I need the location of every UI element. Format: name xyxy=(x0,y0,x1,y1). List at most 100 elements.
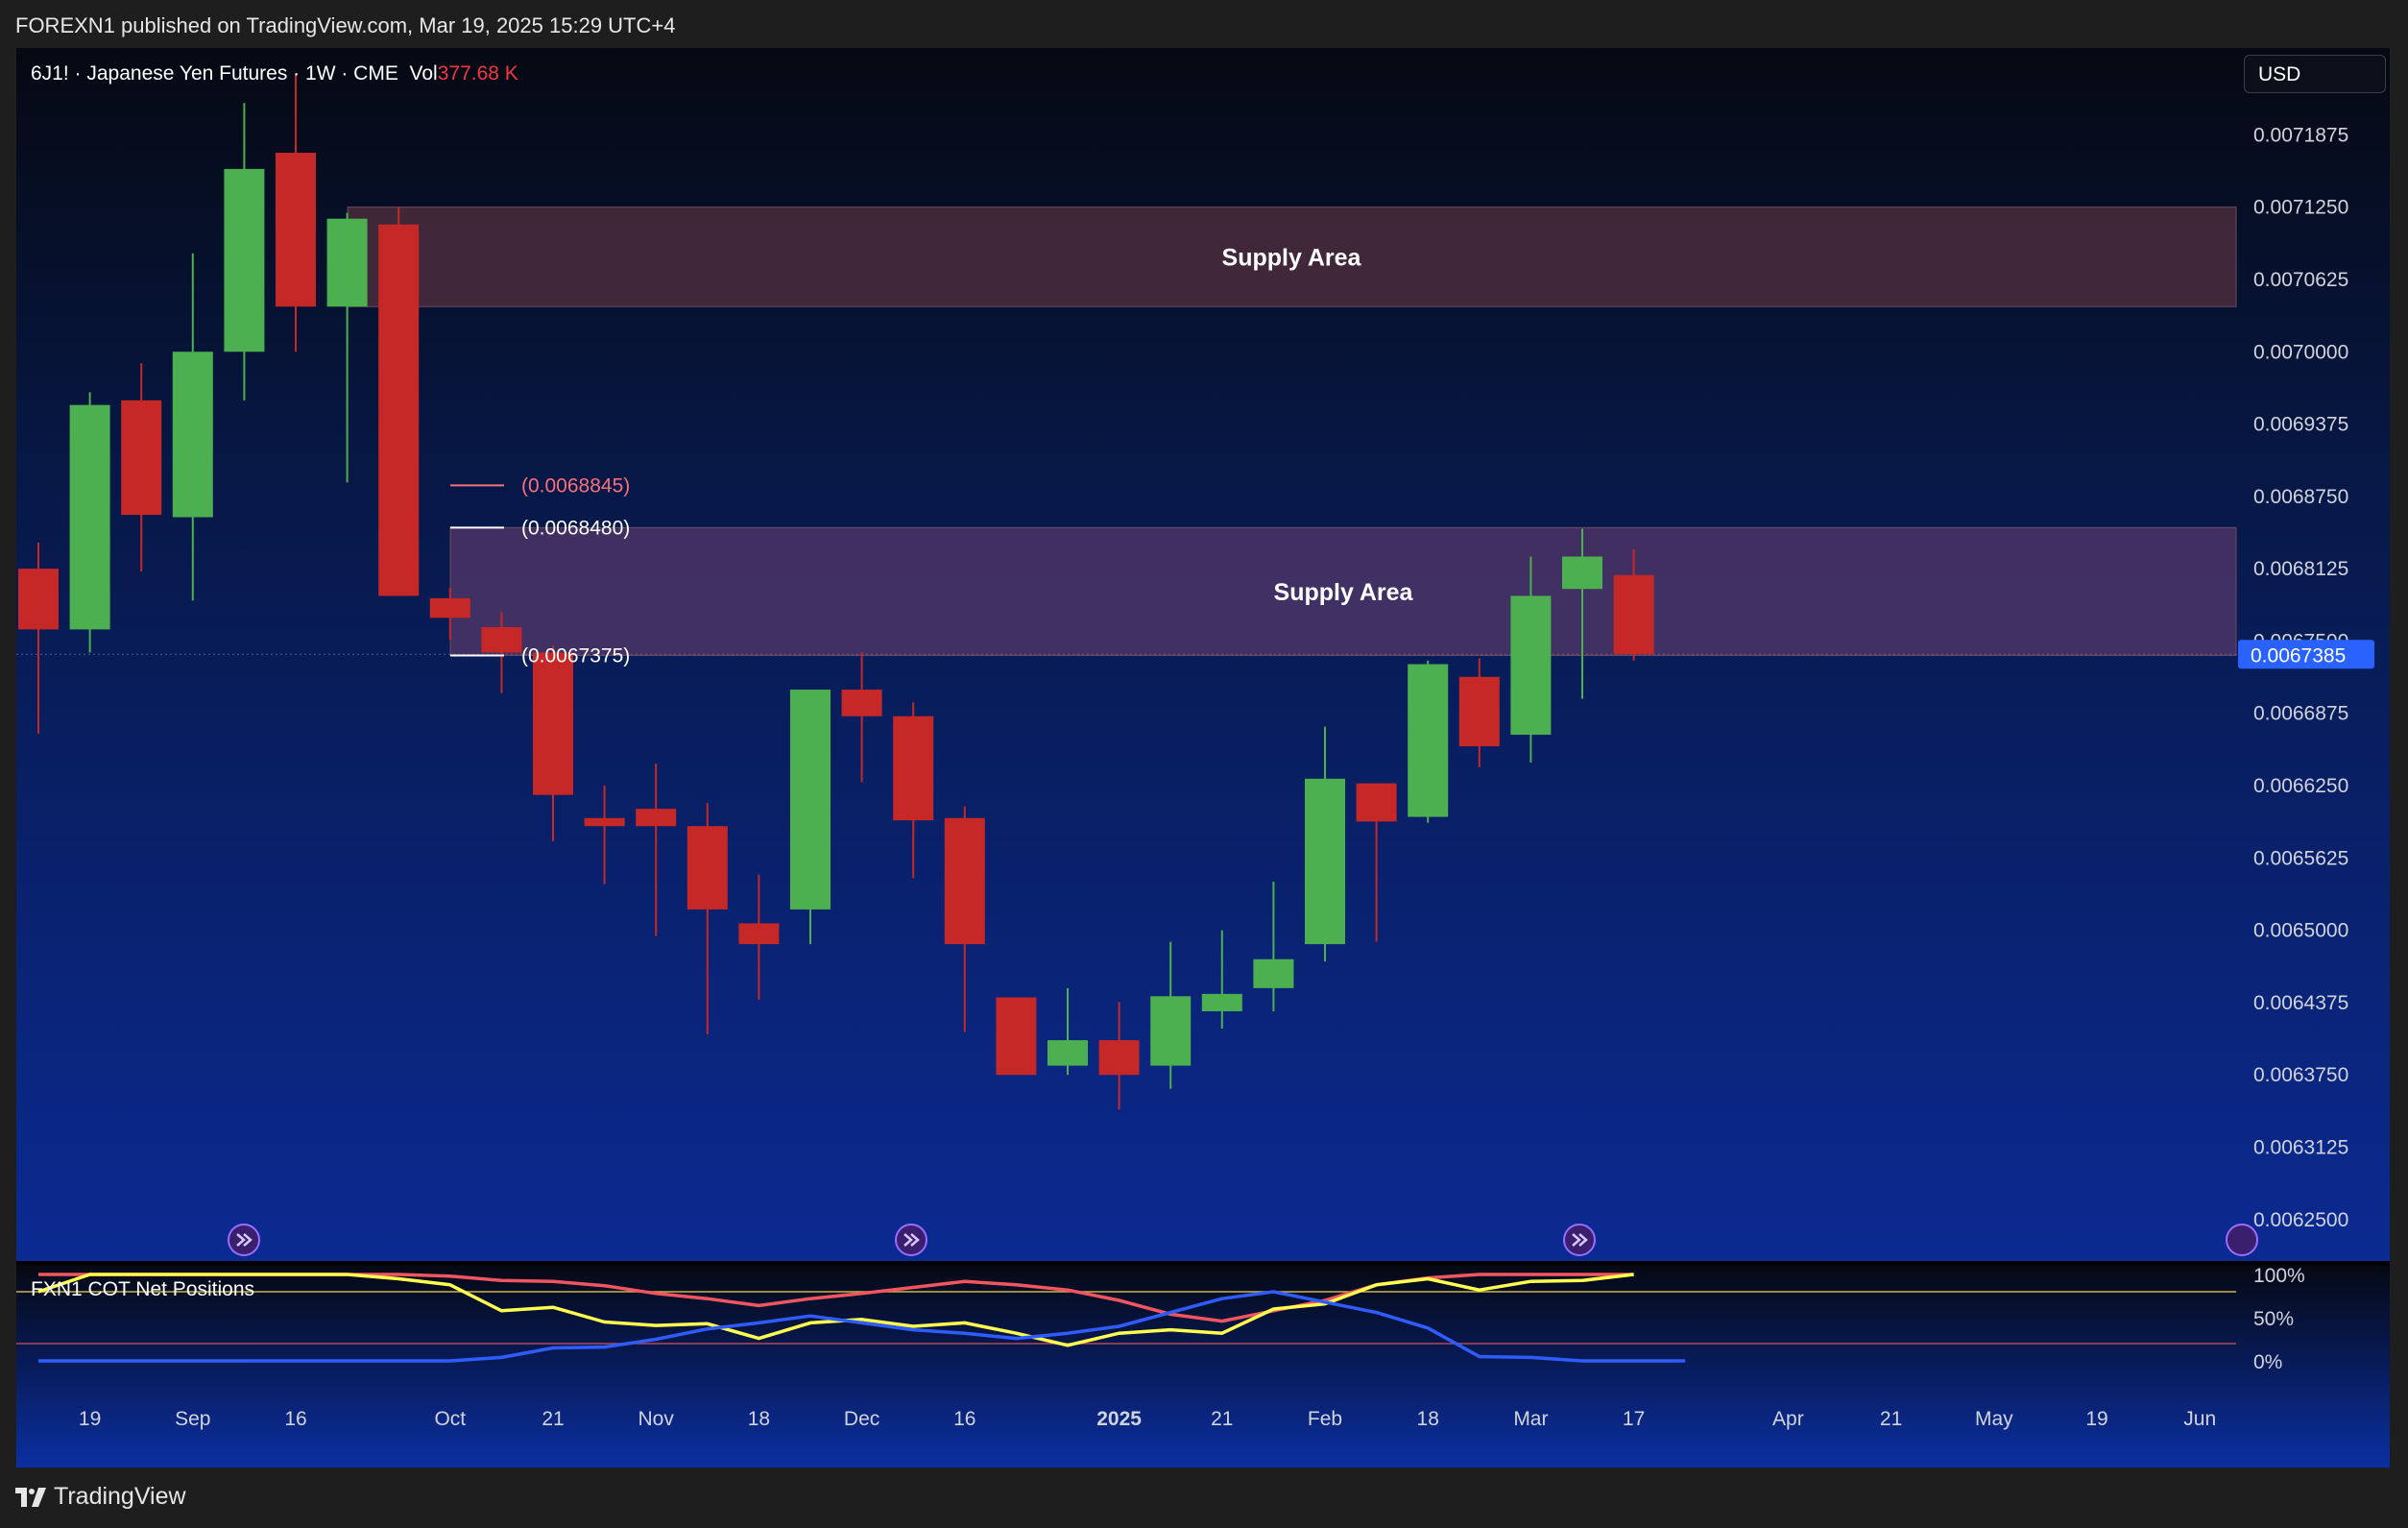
brand-name: TradingView xyxy=(54,1483,186,1510)
candle-body xyxy=(1047,1040,1088,1066)
candle-body xyxy=(790,690,831,910)
time-tick: Dec xyxy=(844,1408,879,1430)
price-tick: 0.0068125 xyxy=(2253,558,2348,580)
time-tick: 19 xyxy=(79,1408,101,1430)
price-tick: 0.0069375 xyxy=(2253,414,2348,436)
candle-body xyxy=(944,817,985,945)
event-marker-arrow xyxy=(903,1233,920,1247)
indicator-label[interactable]: FXN1 COT Net Positions xyxy=(31,1278,255,1300)
level-label: (0.0067375) xyxy=(521,645,630,667)
time-tick: May xyxy=(1975,1408,2013,1430)
price-tick: 0.0062500 xyxy=(2253,1209,2348,1231)
time-tick: Apr xyxy=(1772,1408,1804,1430)
publisher-bar: FOREXN1 published on TradingView.com, Ma… xyxy=(0,0,2408,48)
level-label: (0.0068845) xyxy=(521,474,630,497)
price-tick: 0.0065625 xyxy=(2253,847,2348,869)
price-tick: 0.0065000 xyxy=(2253,920,2348,942)
candle-body xyxy=(1098,1040,1140,1076)
candle-body xyxy=(1356,783,1397,822)
candle-body xyxy=(224,168,265,352)
symbol-title: 6J1! · Japanese Yen Futures · 1W · CME xyxy=(31,62,398,85)
indicator-tick: 50% xyxy=(2253,1308,2294,1330)
event-marker-icon xyxy=(1563,1224,1596,1256)
event-marker-icon xyxy=(228,1224,260,1256)
publisher-text: FOREXN1 published on TradingView.com, Ma… xyxy=(15,13,676,37)
time-tick: 19 xyxy=(2085,1408,2107,1430)
last-price-badge xyxy=(2238,640,2374,669)
candle-body xyxy=(172,352,213,518)
footer-bar: TradingView xyxy=(0,1467,2408,1528)
candle-body xyxy=(1253,958,1294,988)
supply-zone xyxy=(347,206,2237,307)
candle-body xyxy=(1562,556,1602,590)
time-tick: 16 xyxy=(284,1408,306,1430)
indicator-pane-background xyxy=(16,1263,2390,1467)
candle-body xyxy=(636,809,677,827)
time-tick: 21 xyxy=(1880,1408,1902,1430)
chart-area[interactable]: Supply Area Supply Area (0.0068845) (0.0068… xyxy=(16,48,2390,1467)
price-tick: 0.0066250 xyxy=(2253,775,2348,797)
candle-body xyxy=(1613,574,1654,655)
candle-body xyxy=(1305,778,1345,945)
time-tick: Mar xyxy=(1513,1408,1548,1430)
supply-zone xyxy=(449,526,2237,656)
candle-body xyxy=(533,652,573,795)
candle-body xyxy=(1150,996,1192,1066)
event-marker-icon xyxy=(895,1224,927,1256)
last-price-text: 0.0067385 xyxy=(2251,644,2346,667)
price-tick: 0.0070000 xyxy=(2253,341,2348,363)
time-tick: 21 xyxy=(1211,1408,1233,1430)
event-marker-arrow xyxy=(236,1233,253,1247)
indicator-tick: 100% xyxy=(2253,1265,2305,1287)
candle-body xyxy=(893,715,934,821)
candle-body xyxy=(1201,993,1242,1011)
time-tick: Jun xyxy=(2183,1408,2216,1430)
candle-body xyxy=(18,569,59,630)
time-tick: 16 xyxy=(953,1408,975,1430)
candle-body xyxy=(1408,664,1449,817)
indicator-tick: 0% xyxy=(2253,1351,2282,1373)
candle-body xyxy=(378,224,420,596)
pane-separator xyxy=(16,1261,2390,1266)
candle-body xyxy=(1458,676,1500,747)
time-tick: Oct xyxy=(434,1408,466,1430)
cot-series-line xyxy=(38,1290,1686,1363)
candle-body xyxy=(326,218,368,307)
time-tick: 21 xyxy=(542,1408,564,1430)
time-tick: 17 xyxy=(1623,1408,1645,1430)
price-tick: 0.0071250 xyxy=(2253,197,2348,219)
time-tick: Nov xyxy=(638,1408,675,1430)
candle-body xyxy=(69,404,110,630)
time-tick: 2025 xyxy=(1096,1408,1142,1430)
time-tick: Feb xyxy=(1308,1408,1342,1430)
candle-body xyxy=(1510,595,1552,736)
volume-label: Vol xyxy=(409,62,438,85)
price-tick: 0.0066875 xyxy=(2253,703,2348,725)
supply-zone-label: Supply Area xyxy=(1274,579,1414,606)
price-tick: 0.0068750 xyxy=(2253,486,2348,508)
time-tick: Sep xyxy=(175,1408,210,1430)
price-tick: 0.0064375 xyxy=(2253,992,2348,1014)
price-tick: 0.0071875 xyxy=(2253,124,2348,146)
tradingview-logo[interactable]: TradingView xyxy=(15,1483,186,1511)
tradingview-icon xyxy=(15,1487,46,1507)
candle-body xyxy=(481,626,522,653)
supply-zone-label: Supply Area xyxy=(1222,244,1362,271)
event-marker-icon xyxy=(2226,1224,2258,1256)
symbol-legend[interactable]: 6J1! · Japanese Yen Futures · 1W · CME V… xyxy=(31,62,518,85)
price-tick: 0.0070625 xyxy=(2253,269,2348,291)
candle-body xyxy=(276,153,316,307)
time-tick: 18 xyxy=(748,1408,770,1430)
candle-body xyxy=(121,400,162,516)
chart-canvas[interactable]: Supply Area Supply Area (0.0068845) (0.0068… xyxy=(16,48,2390,1467)
candle-body xyxy=(841,690,882,716)
candle-body xyxy=(584,817,625,827)
candle-body xyxy=(686,826,728,910)
cot-series-line xyxy=(37,1273,1634,1347)
currency-button[interactable]: USD xyxy=(2244,55,2386,93)
candle-body xyxy=(996,997,1037,1076)
price-tick: 0.0063125 xyxy=(2253,1137,2348,1159)
price-tick: 0.0063750 xyxy=(2253,1064,2348,1086)
candle-body xyxy=(429,597,470,618)
volume-value: 377.68 K xyxy=(437,62,518,85)
